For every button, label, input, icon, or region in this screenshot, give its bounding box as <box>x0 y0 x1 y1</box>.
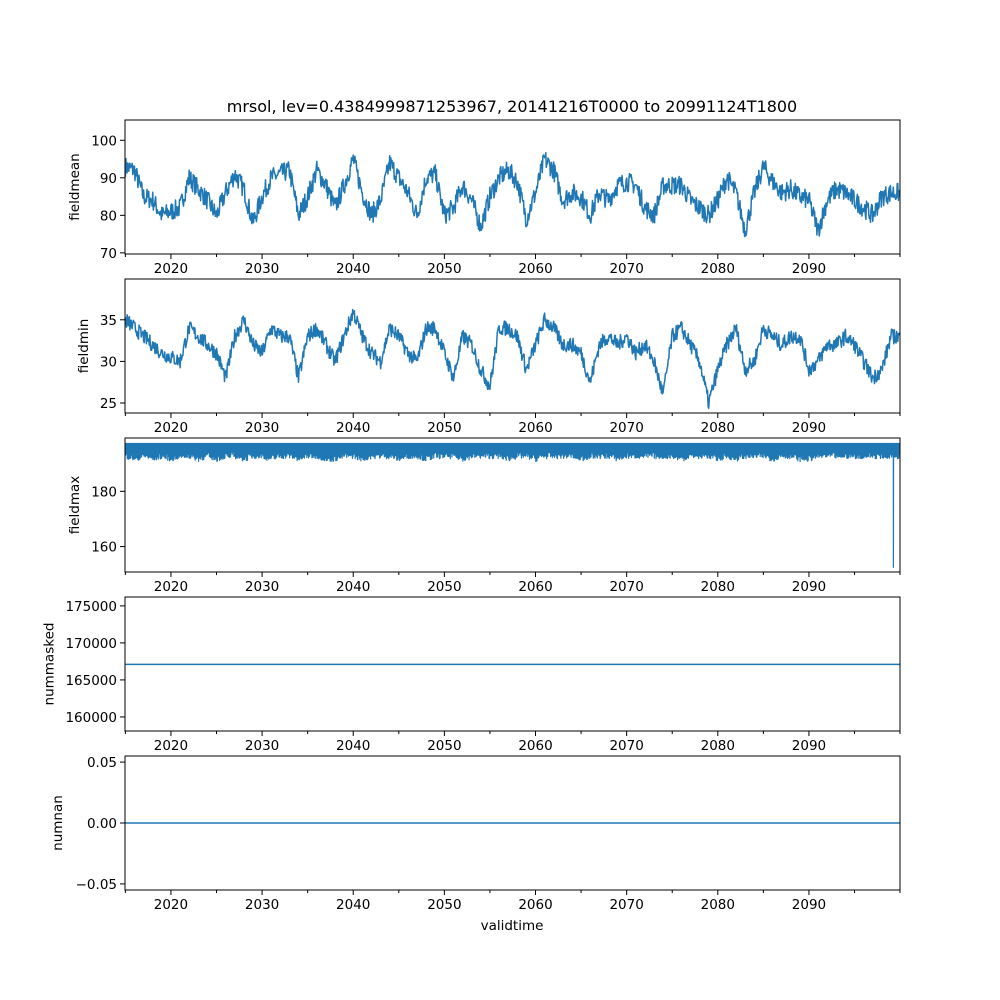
x-tick-label: 2060 <box>518 579 552 595</box>
axes-frame <box>124 596 901 732</box>
x-tick-label: 2090 <box>792 261 826 277</box>
panel-nummasked: 2020 2030 2040 2050 2060 2070 2080 2090 160000 16… <box>41 596 901 754</box>
x-tick-label: 2020 <box>154 420 188 436</box>
axes-frame <box>124 119 901 255</box>
x-tick-label: 2020 <box>154 738 188 754</box>
panel-fieldmean: 2020 2030 2040 2050 2060 2070 2080 2090 70 80 90 10… <box>67 119 901 277</box>
x-tick-label: 2030 <box>245 897 279 913</box>
axes-frame <box>124 278 901 414</box>
series-line-fieldmax <box>125 442 900 568</box>
x-tick-label: 2030 <box>245 579 279 595</box>
chart-title: mrsol, lev=0.4384999871253967, 20141216T… <box>227 97 797 116</box>
x-tick-label: 2040 <box>336 420 370 436</box>
x-tick-label: 2020 <box>154 579 188 595</box>
x-tick-label: 2050 <box>427 579 461 595</box>
y-axis-label: fieldmean <box>67 153 83 220</box>
x-tick-label: 2090 <box>792 579 826 595</box>
x-tick-label: 2090 <box>792 897 826 913</box>
x-tick-label: 2050 <box>427 420 461 436</box>
x-tick-label: 2080 <box>701 261 735 277</box>
x-tick-label: 2040 <box>336 738 370 754</box>
x-tick-label: 2050 <box>427 897 461 913</box>
y-tick-label: 180 <box>91 484 117 500</box>
y-tick-label: 170000 <box>65 636 117 652</box>
x-tick-label: 2080 <box>701 738 735 754</box>
x-tick-label: 2060 <box>518 420 552 436</box>
x-tick-label: 2030 <box>245 738 279 754</box>
axes-frame <box>124 437 901 573</box>
x-tick-label: 2070 <box>609 420 643 436</box>
x-tick-label: 2080 <box>701 579 735 595</box>
y-tick-label: 25 <box>100 396 117 412</box>
y-tick-label: 70 <box>100 246 117 262</box>
x-tick-label: 2080 <box>701 420 735 436</box>
x-tick-label: 2070 <box>609 738 643 754</box>
x-tick-label: 2030 <box>245 261 279 277</box>
x-tick-label: 2060 <box>518 261 552 277</box>
x-tick-label: 2050 <box>427 261 461 277</box>
y-tick-label: 30 <box>100 354 117 370</box>
x-axis-label: validtime <box>481 918 544 934</box>
panel-fieldmin: 2020 2030 2040 2050 2060 2070 2080 2090 25 30 35 fi… <box>76 278 901 436</box>
panel-fieldmax: 2020 2030 2040 2050 2060 2070 2080 2090 160 180 fi… <box>67 437 901 595</box>
x-tick-label: 2080 <box>701 897 735 913</box>
x-tick-label: 2090 <box>792 738 826 754</box>
y-axis-label: fieldmax <box>67 476 83 535</box>
x-tick-label: 2020 <box>154 897 188 913</box>
y-tick-label: 0.00 <box>87 816 117 832</box>
y-tick-label: 100 <box>91 133 117 149</box>
y-tick-label: 0.05 <box>87 755 117 771</box>
series-line-fieldmean <box>125 151 900 238</box>
y-tick-label: 90 <box>100 171 117 187</box>
x-tick-label: 2070 <box>609 261 643 277</box>
y-axis-label: numnan <box>50 795 66 851</box>
y-tick-label: −0.05 <box>76 877 117 893</box>
y-axis-label: nummasked <box>41 623 57 706</box>
x-tick-label: 2090 <box>792 420 826 436</box>
x-tick-label: 2020 <box>154 261 188 277</box>
y-tick-label: 160 <box>91 540 117 556</box>
x-tick-label: 2040 <box>336 579 370 595</box>
x-tick-label: 2070 <box>609 897 643 913</box>
y-tick-label: 35 <box>100 313 117 329</box>
x-tick-label: 2070 <box>609 579 643 595</box>
x-tick-label: 2060 <box>518 738 552 754</box>
y-tick-label: 80 <box>100 208 117 224</box>
x-tick-label: 2030 <box>245 420 279 436</box>
panel-numnan: 2020 2030 2040 2050 2060 2070 2080 2090 −0.05 0.0… <box>50 755 901 913</box>
y-axis-label: fieldmin <box>76 319 92 374</box>
x-tick-label: 2060 <box>518 897 552 913</box>
y-tick-label: 160000 <box>65 710 117 726</box>
y-tick-label: 165000 <box>65 673 117 689</box>
x-tick-label: 2040 <box>336 897 370 913</box>
y-tick-label: 175000 <box>65 599 117 615</box>
x-tick-label: 2040 <box>336 261 370 277</box>
x-tick-label: 2050 <box>427 738 461 754</box>
series-line-fieldmin <box>125 308 900 410</box>
